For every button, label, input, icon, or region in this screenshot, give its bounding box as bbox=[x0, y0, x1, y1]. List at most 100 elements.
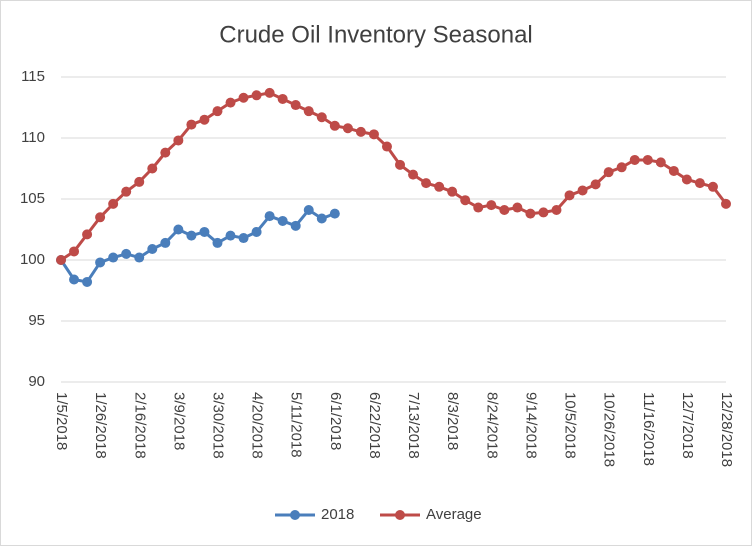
series-marker bbox=[134, 176, 145, 187]
series-line bbox=[60, 91, 728, 262]
series-marker bbox=[95, 212, 106, 223]
x-tick-label: 7/13/2018 bbox=[405, 392, 422, 459]
y-tick-label: 105 bbox=[20, 190, 45, 207]
series-marker bbox=[199, 114, 210, 125]
series-marker bbox=[629, 154, 640, 165]
series-marker bbox=[355, 126, 366, 137]
series-marker bbox=[186, 119, 197, 130]
x-tick-label: 4/20/2018 bbox=[249, 392, 266, 459]
x-tick-label: 10/26/2018 bbox=[601, 392, 618, 467]
series-marker bbox=[538, 207, 549, 218]
series-marker bbox=[316, 112, 327, 123]
series-marker bbox=[486, 200, 497, 211]
series-marker bbox=[186, 230, 197, 241]
series-marker bbox=[251, 226, 262, 237]
series-marker bbox=[616, 162, 627, 173]
series-marker bbox=[69, 274, 80, 285]
series-marker bbox=[564, 190, 575, 201]
series-marker bbox=[499, 204, 510, 215]
legend-label: Average bbox=[426, 506, 482, 523]
x-tick-label: 5/11/2018 bbox=[288, 392, 305, 458]
series-marker bbox=[160, 147, 171, 158]
series-marker bbox=[342, 123, 353, 134]
series-marker bbox=[212, 106, 223, 117]
series-line bbox=[59, 208, 336, 284]
legend-label: 2018 bbox=[321, 506, 354, 523]
y-tick-label: 110 bbox=[21, 129, 45, 146]
series-marker bbox=[199, 226, 210, 237]
series-marker bbox=[381, 141, 392, 152]
series-marker bbox=[603, 167, 614, 178]
x-tick-label: 1/26/2018 bbox=[92, 392, 109, 459]
series-marker bbox=[264, 87, 275, 98]
series-marker bbox=[212, 237, 223, 248]
series-marker bbox=[160, 237, 171, 248]
series-marker bbox=[108, 252, 119, 263]
series-marker bbox=[707, 181, 718, 192]
series-marker bbox=[264, 211, 275, 222]
series-marker bbox=[69, 246, 80, 257]
y-tick-label: 100 bbox=[20, 251, 45, 268]
x-tick-label: 2/16/2018 bbox=[131, 392, 148, 459]
x-tick-label: 11/16/2018 bbox=[640, 392, 657, 466]
y-tick-label: 90 bbox=[28, 373, 45, 390]
series-marker bbox=[173, 224, 184, 235]
series-marker bbox=[277, 93, 288, 104]
series-marker bbox=[368, 129, 379, 140]
series-marker bbox=[408, 169, 419, 180]
series-marker bbox=[316, 213, 327, 224]
series-marker bbox=[147, 244, 158, 255]
series-marker bbox=[108, 198, 119, 209]
series-marker bbox=[512, 202, 523, 213]
series-marker bbox=[95, 257, 106, 268]
x-tick-label: 8/24/2018 bbox=[483, 392, 500, 459]
series-marker bbox=[121, 248, 132, 259]
series-marker bbox=[277, 215, 288, 226]
legend-marker bbox=[395, 510, 405, 520]
x-tick-label: 1/5/2018 bbox=[53, 392, 70, 450]
series-marker bbox=[525, 208, 536, 219]
x-tick-label: 6/1/2018 bbox=[327, 392, 344, 450]
x-tick-label: 3/9/2018 bbox=[170, 392, 187, 450]
x-tick-label: 3/30/2018 bbox=[210, 392, 227, 459]
chart-title: Crude Oil Inventory Seasonal bbox=[219, 21, 533, 48]
series-marker bbox=[329, 120, 340, 131]
series-marker bbox=[655, 157, 666, 168]
series-marker bbox=[147, 163, 158, 174]
series-marker bbox=[447, 186, 458, 197]
series-marker bbox=[590, 179, 601, 190]
y-tick-label: 95 bbox=[28, 312, 45, 329]
series-marker bbox=[329, 208, 340, 219]
series-marker bbox=[642, 154, 653, 165]
series-marker bbox=[290, 220, 301, 231]
series-marker bbox=[121, 186, 132, 197]
x-tick-label: 12/7/2018 bbox=[679, 392, 696, 459]
series-marker bbox=[225, 230, 236, 241]
series-marker bbox=[238, 233, 249, 244]
series-marker bbox=[421, 178, 432, 189]
series-marker bbox=[290, 100, 301, 111]
series-marker bbox=[721, 198, 731, 209]
series-marker bbox=[173, 135, 184, 146]
x-tick-label: 10/5/2018 bbox=[562, 392, 579, 459]
series-marker bbox=[694, 178, 705, 189]
series-marker bbox=[82, 276, 93, 287]
legend-marker bbox=[290, 510, 300, 520]
series-marker bbox=[251, 90, 262, 101]
x-tick-label: 6/22/2018 bbox=[366, 392, 383, 459]
series-marker bbox=[303, 204, 314, 215]
series-marker bbox=[460, 195, 471, 206]
series-marker bbox=[56, 255, 66, 265]
series-marker bbox=[395, 159, 406, 170]
series-marker bbox=[82, 229, 93, 240]
series-marker bbox=[303, 106, 314, 117]
series-marker bbox=[434, 181, 445, 192]
series-marker bbox=[577, 185, 588, 196]
series-marker bbox=[668, 165, 679, 176]
series-marker bbox=[134, 252, 145, 263]
series-marker bbox=[225, 97, 236, 108]
x-tick-label: 12/28/2018 bbox=[718, 392, 735, 467]
series-marker bbox=[681, 174, 692, 185]
series-marker bbox=[238, 92, 249, 103]
